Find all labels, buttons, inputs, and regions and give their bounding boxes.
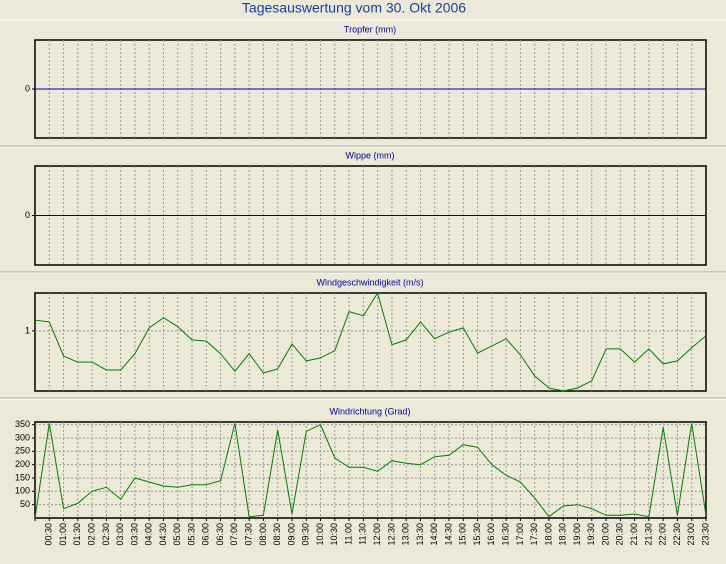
- x-tick-label: 14:30: [443, 523, 453, 546]
- x-tick-label: 18:00: [543, 523, 553, 546]
- x-tick-label: 03:30: [129, 523, 139, 546]
- x-tick-label: 16:30: [501, 523, 511, 546]
- x-tick-label: 19:30: [586, 523, 596, 546]
- x-tick-label: 21:30: [643, 523, 653, 546]
- x-tick-label: 23:30: [700, 523, 710, 546]
- panel-title: Wippe (mm): [346, 150, 395, 160]
- x-tick-label: 10:30: [329, 523, 339, 546]
- x-tick-label: 15:00: [458, 523, 468, 546]
- x-tick-label: 12:30: [386, 523, 396, 546]
- x-tick-label: 07:30: [244, 523, 254, 546]
- x-tick-label: 17:00: [515, 523, 525, 546]
- x-tick-label: 12:00: [372, 523, 382, 546]
- x-tick-label: 05:00: [172, 523, 182, 546]
- data-line: [34, 291, 707, 392]
- x-tick-label: 00:30: [44, 523, 54, 546]
- x-tick-label: 07:00: [229, 523, 239, 546]
- x-tick-label: 11:00: [343, 523, 353, 545]
- x-tick-label: 08:00: [258, 523, 268, 546]
- page-title: Tagesauswertung vom 30. Okt 2006: [242, 0, 466, 16]
- x-tick-label: 14:00: [429, 523, 439, 546]
- x-tick-label: 22:00: [658, 523, 668, 546]
- x-tick-label: 23:00: [686, 523, 696, 546]
- x-tick-label: 04:30: [158, 523, 168, 546]
- x-tick-label: 05:30: [186, 523, 196, 546]
- x-tick-label: 10:00: [315, 523, 325, 546]
- x-tick-label: 01:00: [58, 523, 68, 546]
- y-tick-label: 150: [15, 472, 30, 482]
- x-tick-label: 13:30: [415, 523, 425, 546]
- panel-title: Windgeschwindigkeit (m/s): [316, 277, 423, 287]
- y-tick-label: 200: [15, 459, 30, 469]
- x-tick-label: 20:30: [615, 523, 625, 546]
- x-tick-label: 08:30: [272, 523, 282, 546]
- x-tick-label: 15:30: [472, 523, 482, 546]
- x-tick-label: 04:00: [144, 523, 154, 546]
- x-tick-label: 22:30: [672, 523, 682, 546]
- x-tick-label: 02:00: [86, 523, 96, 546]
- x-tick-label: 01:30: [72, 523, 82, 546]
- x-tick-label: 02:30: [101, 523, 111, 546]
- y-tick-label: 350: [15, 419, 30, 429]
- x-tick-label: 13:00: [401, 523, 411, 546]
- x-tick-label: 09:30: [301, 523, 311, 546]
- panel-title: Tropfer (mm): [344, 24, 396, 34]
- y-tick-label: 0: [25, 210, 30, 220]
- data-line: [34, 423, 707, 519]
- plot-area: [34, 421, 707, 519]
- x-tick-label: 03:00: [115, 523, 125, 546]
- y-tick-label: 0: [25, 83, 30, 93]
- x-tick-label: 20:00: [600, 523, 610, 546]
- y-tick-label: 100: [15, 486, 30, 496]
- y-tick-label: 50: [20, 499, 30, 509]
- x-tick-label: 09:00: [286, 523, 296, 546]
- x-tick-label: 21:00: [629, 523, 639, 546]
- plot-area: [34, 292, 707, 392]
- x-tick-label: 11:30: [358, 523, 368, 545]
- y-tick-label: 250: [15, 446, 30, 456]
- x-tick-label: 06:30: [215, 523, 225, 546]
- y-tick-label: 1: [25, 325, 30, 335]
- y-tick-label: 300: [15, 432, 30, 442]
- x-tick-label: 18:30: [558, 523, 568, 546]
- x-tick-label: 19:00: [572, 523, 582, 546]
- x-tick-label: 17:30: [529, 523, 539, 546]
- x-tick-label: 06:00: [201, 523, 211, 546]
- x-tick-label: 16:00: [486, 523, 496, 546]
- panel-title: Windrichtung (Grad): [329, 406, 410, 416]
